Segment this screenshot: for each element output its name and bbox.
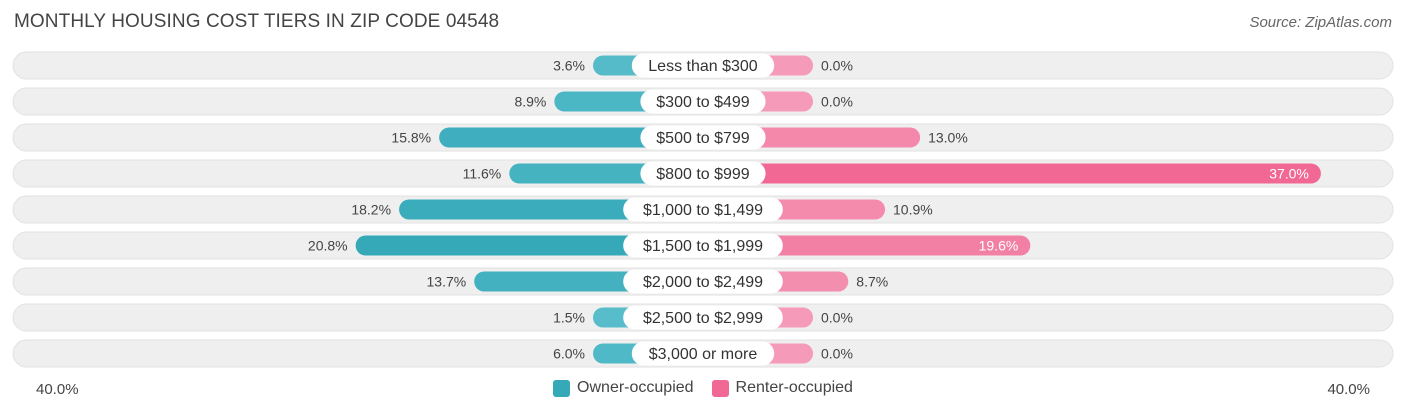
owner-value-label: 8.9%: [514, 94, 546, 110]
axis-max-label: 40.0%: [1327, 381, 1370, 398]
category-label-pill: [623, 197, 783, 222]
category-label: $3,000 or more: [649, 346, 758, 363]
diverging-bar-chart: 3.6% 0.0% Less than $300 8.9% 0.0% $300 to $4…: [12, 51, 1394, 368]
source-credit: Source: ZipAtlas.com: [1249, 14, 1392, 31]
category-label-pill: [631, 53, 775, 78]
category-label: $800 to $999: [656, 166, 750, 183]
category-label: $2,000 to $2,499: [643, 274, 763, 291]
axis-min-label: 40.0%: [36, 381, 79, 398]
renter-value-label: 0.0%: [821, 58, 853, 74]
renter-value-label: 8.7%: [856, 274, 888, 290]
legend-item-renter[interactable]: Renter-occupied: [711, 379, 853, 397]
category-label-pill: [623, 305, 783, 330]
owner-value-label: 3.6%: [553, 58, 585, 74]
owner-bar: [355, 235, 703, 256]
category-label: $2,500 to $2,999: [643, 310, 763, 327]
renter-value-label: 0.0%: [821, 310, 853, 326]
legend-owner-label: Owner-occupied: [577, 379, 694, 396]
legend-item-owner[interactable]: Owner-occupied: [553, 379, 694, 397]
renter-bar: [703, 163, 1321, 184]
owner-value-label: 1.5%: [553, 310, 585, 326]
renter-value-label: 37.0%: [1269, 166, 1309, 182]
owner-value-label: 20.8%: [308, 238, 348, 254]
category-label: $1,500 to $1,999: [643, 238, 763, 255]
category-label-pill: [631, 341, 775, 366]
renter-value-label: 10.9%: [893, 202, 933, 218]
category-label-pill: [623, 269, 783, 294]
owner-bar: [439, 127, 703, 148]
category-label: $300 to $499: [656, 94, 750, 111]
category-label: Less than $300: [648, 58, 758, 75]
owner-value-label: 13.7%: [427, 274, 467, 290]
owner-value-label: 6.0%: [553, 346, 585, 362]
category-label: $500 to $799: [656, 130, 750, 147]
category-label-pill: [640, 161, 766, 186]
renter-value-label: 0.0%: [821, 346, 853, 362]
legend-renter-label: Renter-occupied: [735, 379, 853, 396]
category-label-pill: [640, 125, 766, 150]
renter-swatch-icon: [711, 379, 729, 397]
category-label: $1,000 to $1,499: [643, 202, 763, 219]
legend: Owner-occupied Renter-occupied: [0, 379, 1406, 397]
owner-value-label: 18.2%: [351, 202, 391, 218]
owner-swatch-icon: [553, 379, 571, 397]
category-label-pill: [640, 89, 766, 114]
chart-title: MONTHLY HOUSING COST TIERS IN ZIP CODE 0…: [14, 11, 500, 32]
renter-value-label: 0.0%: [821, 94, 853, 110]
owner-value-label: 15.8%: [391, 130, 431, 146]
renter-bar: [703, 235, 1031, 256]
renter-value-label: 19.6%: [979, 238, 1019, 254]
category-label-pill: [623, 233, 783, 258]
owner-value-label: 11.6%: [463, 166, 502, 182]
renter-value-label: 13.0%: [928, 130, 968, 146]
